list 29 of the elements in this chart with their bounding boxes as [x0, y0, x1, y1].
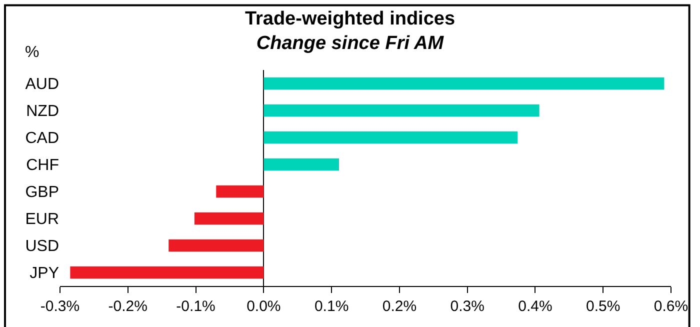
x-tick-label: -0.1%: [176, 298, 216, 315]
bar: [264, 158, 340, 171]
y-tick-label: CAD: [25, 130, 59, 148]
x-tick-label: -0.2%: [108, 298, 148, 315]
x-tick-label: 0.0%: [246, 298, 281, 315]
bar: [216, 185, 264, 198]
bar: [264, 104, 540, 117]
x-tick-label: -0.3%: [40, 298, 80, 315]
x-tick-label: 0.4%: [518, 298, 552, 315]
y-tick-label: EUR: [25, 211, 59, 228]
y-tick-label: USD: [25, 238, 59, 256]
x-tick-label: 0.5%: [586, 298, 620, 315]
chart-subtitle: Change since Fri AM: [256, 33, 445, 54]
y-axis-title: %: [25, 44, 40, 61]
y-tick-label: CHF: [26, 157, 60, 174]
y-tick-label: AUD: [25, 76, 59, 94]
y-tick-label: JPY: [30, 265, 60, 282]
bar: [264, 131, 518, 144]
x-tick-label: 0.2%: [382, 298, 417, 315]
bar: [264, 77, 664, 90]
bar: [194, 212, 264, 225]
chart-title: Trade-weighted indices: [244, 8, 456, 30]
x-tick-label: 0.1%: [314, 298, 349, 315]
x-tick-label: 0.6%: [654, 298, 688, 315]
y-tick-label: GBP: [25, 184, 59, 202]
bar: [70, 266, 264, 279]
y-tick-label: NZD: [26, 103, 59, 120]
bar: [168, 239, 264, 252]
x-tick-label: 0.3%: [450, 298, 484, 315]
